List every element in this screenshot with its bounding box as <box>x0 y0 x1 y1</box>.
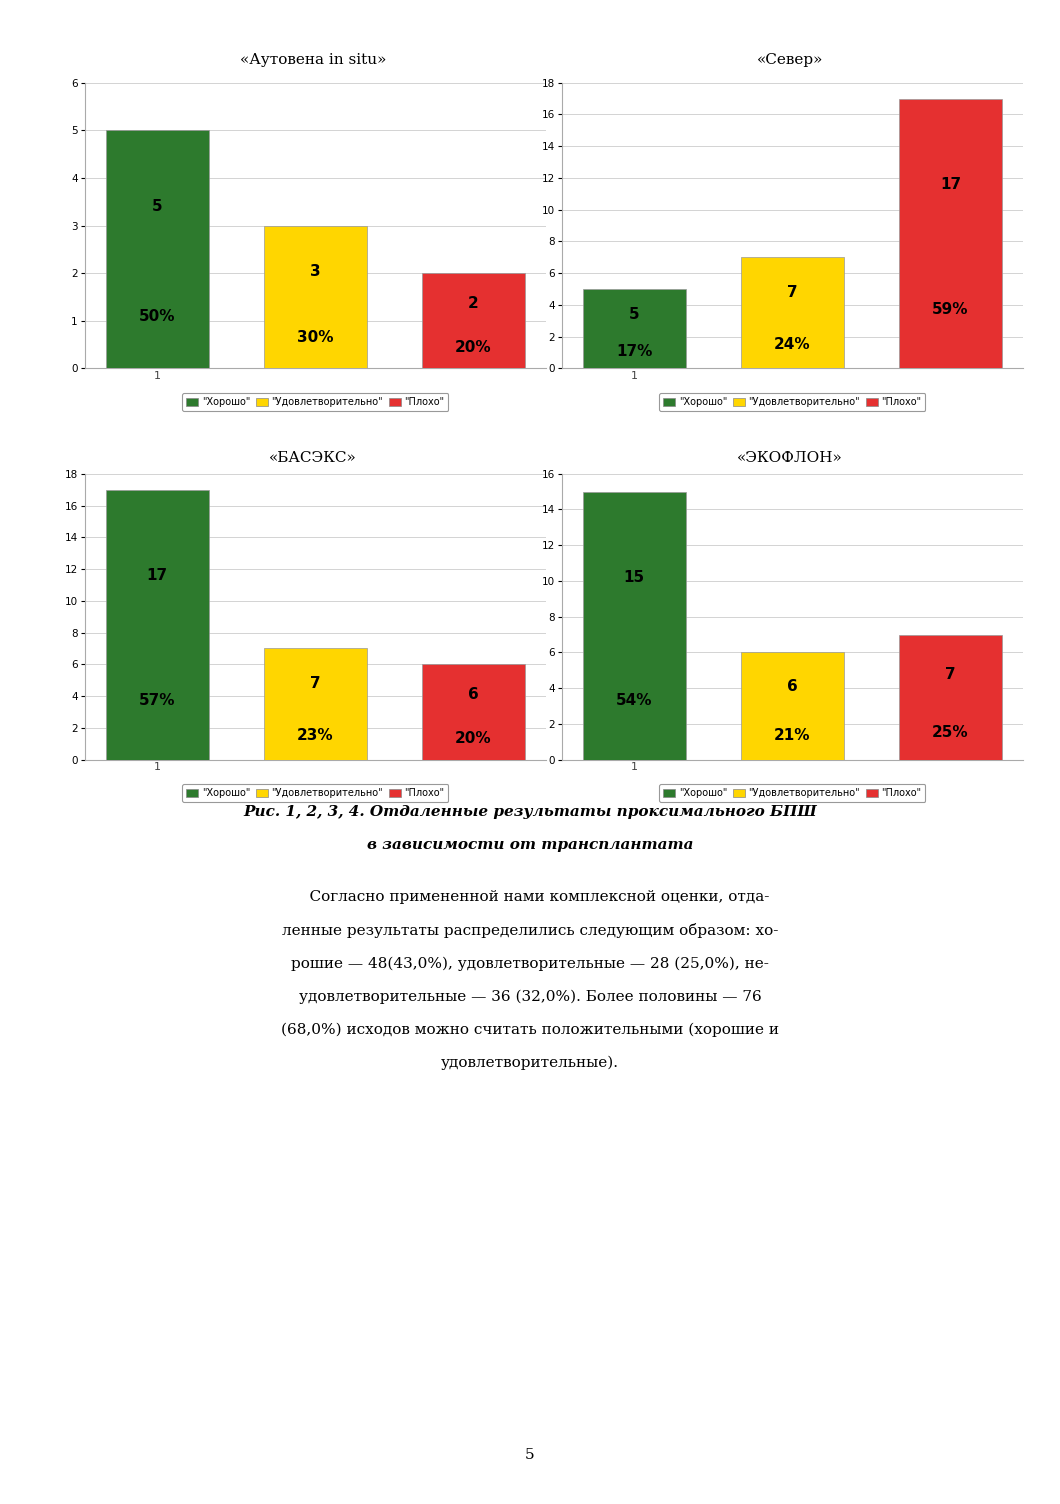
Text: 3: 3 <box>310 263 321 278</box>
Text: Согласно примененной нами комплексной оценки, отда-: Согласно примененной нами комплексной оц… <box>290 890 770 904</box>
Bar <box>264 226 367 368</box>
Text: 57%: 57% <box>139 693 175 708</box>
Text: 23%: 23% <box>297 728 334 743</box>
Text: «БАСЭКС»: «БАСЭКС» <box>269 451 356 465</box>
Bar <box>422 665 525 760</box>
Bar <box>583 289 686 368</box>
Bar <box>264 648 367 760</box>
Text: 17: 17 <box>940 177 961 193</box>
Text: 6: 6 <box>469 687 479 702</box>
Bar <box>899 635 1002 760</box>
Text: удовлетворительные — 36 (32,0%). Более половины — 76: удовлетворительные — 36 (32,0%). Более п… <box>299 990 761 1005</box>
Text: 24%: 24% <box>774 337 811 352</box>
Legend: "Хорошо", "Удовлетворительно", "Плохо": "Хорошо", "Удовлетворительно", "Плохо" <box>659 785 925 802</box>
Text: (68,0%) исходов можно считать положительными (хорошие и: (68,0%) исходов можно считать положитель… <box>281 1023 779 1038</box>
Text: в зависимости от трансплантата: в зависимости от трансплантата <box>367 838 693 851</box>
Bar <box>106 490 209 760</box>
Text: удовлетворительные).: удовлетворительные). <box>441 1056 619 1071</box>
Text: 30%: 30% <box>297 329 334 344</box>
Text: 20%: 20% <box>455 731 492 746</box>
Text: 7: 7 <box>310 677 321 692</box>
Legend: "Хорошо", "Удовлетворительно", "Плохо": "Хорошо", "Удовлетворительно", "Плохо" <box>182 785 448 802</box>
Text: 7: 7 <box>946 666 956 681</box>
Text: 50%: 50% <box>139 308 175 323</box>
Legend: "Хорошо", "Удовлетворительно", "Плохо": "Хорошо", "Удовлетворительно", "Плохо" <box>659 394 925 411</box>
Text: 17: 17 <box>146 569 167 584</box>
Text: 25%: 25% <box>932 725 969 740</box>
Text: Рис. 1, 2, 3, 4. Отдаленные результаты проксимального БПШ: Рис. 1, 2, 3, 4. Отдаленные результаты п… <box>243 805 817 818</box>
Text: 15: 15 <box>623 570 644 585</box>
Text: 6: 6 <box>787 680 798 695</box>
Text: 5: 5 <box>629 307 639 322</box>
Text: ленные результаты распределились следующим образом: хо-: ленные результаты распределились следующ… <box>282 923 778 938</box>
Bar <box>583 492 686 760</box>
Text: 17%: 17% <box>616 343 652 358</box>
Bar <box>741 653 844 760</box>
Text: 54%: 54% <box>616 693 652 708</box>
Legend: "Хорошо", "Удовлетворительно", "Плохо": "Хорошо", "Удовлетворительно", "Плохо" <box>182 394 448 411</box>
Text: «ЭКОФЛОН»: «ЭКОФЛОН» <box>737 451 843 465</box>
Bar <box>106 131 209 368</box>
Text: 59%: 59% <box>933 302 969 317</box>
Text: «Север»: «Север» <box>757 53 823 66</box>
Text: 7: 7 <box>787 286 798 301</box>
Bar <box>422 274 525 368</box>
Text: 5: 5 <box>152 199 162 214</box>
Bar <box>899 99 1002 368</box>
Text: «Аутовена in situ»: «Аутовена in situ» <box>240 53 386 66</box>
Text: рошие — 48(43,0%), удовлетворительные — 28 (25,0%), не-: рошие — 48(43,0%), удовлетворительные — … <box>292 957 768 972</box>
Bar <box>741 257 844 368</box>
Text: 5: 5 <box>525 1448 535 1462</box>
Text: 20%: 20% <box>455 340 492 355</box>
Text: 2: 2 <box>469 296 479 311</box>
Text: 21%: 21% <box>774 728 811 743</box>
